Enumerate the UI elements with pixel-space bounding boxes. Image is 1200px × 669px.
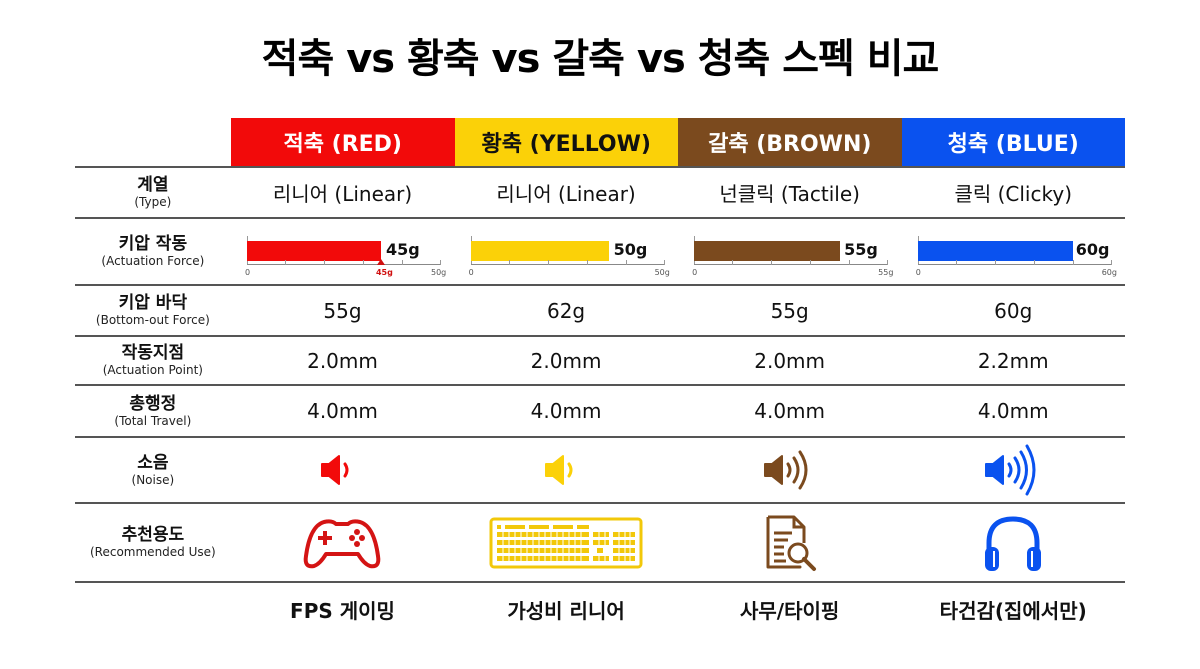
marker-triangle-icon [376, 258, 385, 265]
use-label-brown: 사무/타이핑 [739, 598, 840, 623]
label-ko: 키압 바닥 [118, 293, 188, 313]
row-label: 계열 (Type) [75, 175, 231, 210]
cell-actuation-point-blue: 2.2mm [977, 348, 1049, 373]
speaker-low-icon [321, 455, 349, 485]
cell-noise-brown [678, 438, 902, 502]
axis-max-red: 50g [430, 267, 447, 277]
column-header-yellow: 황축 (YELLOW) [454, 118, 678, 166]
label-ko: 키압 작동 [118, 234, 188, 254]
force-value-brown: 55g [844, 239, 878, 259]
row-bottom-out-force: 키압 바닥 (Bottom-out Force) 55g 62g 55g 60g [75, 284, 1125, 335]
force-bar-red [246, 240, 381, 261]
label-ko: 추천용도 [121, 525, 185, 545]
force-bar-chart-red: 45g 0 45g 50g [244, 226, 446, 278]
cell-actuation-point-yellow: 2.0mm [530, 348, 602, 373]
force-bar-chart-yellow: 50g 0 50g [468, 226, 670, 278]
row-label: 총행정 (Total Travel) [75, 394, 231, 429]
cell-type-blue: 클릭 (Clicky) [954, 182, 1072, 206]
cell-use-icon-red [231, 504, 455, 581]
cell-actuation-red: 45g 0 45g 50g [231, 219, 455, 284]
cell-total-travel-yellow: 4.0mm [530, 399, 602, 423]
speaker-medium-icon [763, 450, 808, 490]
cell-actuation-brown: 55g 0 55g [678, 219, 902, 284]
gamepad-icon [304, 518, 381, 568]
label-ko: 작동지점 [121, 343, 185, 363]
spec-comparison-table: 적축 (RED) 황축 (YELLOW) 갈축 (BROWN) 청축 (BLUE… [75, 118, 1125, 635]
label-en: (Bottom-out Force) [95, 313, 210, 327]
row-label: 추천용도 (Recommended Use) [75, 525, 231, 560]
row-label: 키압 작동 (Actuation Force) [75, 234, 231, 269]
speaker-low-icon [545, 455, 573, 485]
speaker-high-icon [985, 444, 1036, 496]
row-actuation-point: 작동지점 (Actuation Point) 2.0mm 2.0mm 2.0mm… [75, 335, 1125, 384]
cell-total-travel-brown: 4.0mm [754, 399, 826, 423]
row-label: 키압 바닥 (Bottom-out Force) [75, 293, 231, 328]
use-label-blue: 타건감(집에서만) [939, 598, 1087, 623]
document-search-icon [766, 515, 816, 571]
axis-min-red: 0 [244, 267, 251, 277]
force-value-red: 45g [385, 239, 420, 259]
force-bar-brown [694, 240, 841, 261]
row-recommended-use: 추천용도 (Recommended Use) [75, 502, 1125, 583]
cell-actuation-point-red: 2.0mm [307, 348, 378, 373]
cell-type-red: 리니어 (Linear) [272, 182, 413, 206]
axis-min-yellow: 0 [468, 267, 474, 277]
row-label: 소음 (Noise) [75, 453, 231, 488]
label-en: (Total Travel) [114, 413, 192, 428]
cell-noise-red [231, 438, 455, 502]
page-title: 적축 vs 황축 vs 갈축 vs 청축 스펙 비교 [261, 36, 940, 82]
force-value-yellow: 50g [613, 239, 648, 259]
row-noise: 소음 (Noise) [75, 436, 1125, 502]
cell-actuation-yellow: 50g 0 50g [454, 219, 678, 284]
label-en: (Recommended Use) [90, 545, 216, 559]
axis-max-yellow: 50g [654, 267, 670, 277]
label-ko: 총행정 [129, 393, 177, 414]
cell-type-brown: 넌클릭 (Tactile) [719, 182, 860, 206]
column-header-red: 적축 (RED) [231, 118, 455, 166]
axis-max-blue: 60g [1101, 267, 1117, 277]
cell-total-travel-red: 4.0mm [307, 399, 378, 423]
cell-use-icon-yellow [454, 504, 678, 581]
row-recommended-use-labels: FPS 게이밍 가성비 리니어 사무/타이핑 타건감(집에서만) [75, 583, 1125, 635]
cell-use-icon-brown [678, 504, 902, 581]
cell-total-travel-blue: 4.0mm [977, 399, 1049, 423]
cell-actuation-blue: 60g 0 60g [901, 219, 1125, 284]
cell-use-icon-blue [901, 504, 1125, 581]
axis-min-blue: 0 [915, 267, 921, 277]
label-en: (Actuation Point) [102, 363, 203, 377]
label-en: (Noise) [131, 472, 175, 487]
column-header-row: 적축 (RED) 황축 (YELLOW) 갈축 (BROWN) 청축 (BLUE… [231, 118, 1125, 166]
row-total-travel: 총행정 (Total Travel) 4.0mm 4.0mm 4.0mm 4.0… [75, 384, 1125, 436]
force-value-blue: 60g [1075, 239, 1110, 259]
cell-bottom-out-brown: 55g [770, 298, 809, 323]
use-label-red: FPS 게이밍 [290, 598, 395, 623]
label-ko: 계열 [137, 175, 169, 195]
label-en: (Actuation Force) [101, 254, 205, 268]
row-actuation-force: 키압 작동 (Actuation Force) 45g 0 45g 50g 50 [75, 217, 1125, 284]
cell-bottom-out-red: 55g [323, 298, 362, 323]
force-bar-chart-brown: 55g 0 55g [692, 226, 893, 278]
marker-label-red: 45g [375, 267, 393, 277]
force-bar-yellow [470, 240, 609, 261]
column-header-blue: 청축 (BLUE) [901, 118, 1125, 166]
headphones-icon [985, 515, 1042, 571]
column-header-brown: 갈축 (BROWN) [678, 118, 902, 166]
axis-min-brown: 0 [692, 267, 698, 277]
cell-noise-blue [901, 438, 1125, 502]
keyboard-icon [489, 517, 643, 568]
row-type: 계열 (Type) 리니어 (Linear) 리니어 (Linear) 넌클릭 … [75, 166, 1125, 217]
cell-bottom-out-blue: 60g [994, 298, 1033, 323]
label-en: (Type) [134, 195, 172, 209]
label-ko: 소음 [137, 452, 169, 473]
row-label: 작동지점 (Actuation Point) [75, 343, 231, 378]
cell-noise-yellow [454, 438, 678, 502]
use-label-yellow: 가성비 리니어 [507, 598, 625, 623]
axis-max-brown: 55g [878, 267, 894, 277]
force-bar-blue [917, 240, 1073, 261]
cell-bottom-out-yellow: 62g [546, 298, 586, 323]
cell-actuation-point-brown: 2.0mm [754, 348, 826, 373]
cell-type-yellow: 리니어 (Linear) [496, 182, 636, 206]
force-bar-chart-blue: 60g 0 60g [915, 226, 1117, 278]
